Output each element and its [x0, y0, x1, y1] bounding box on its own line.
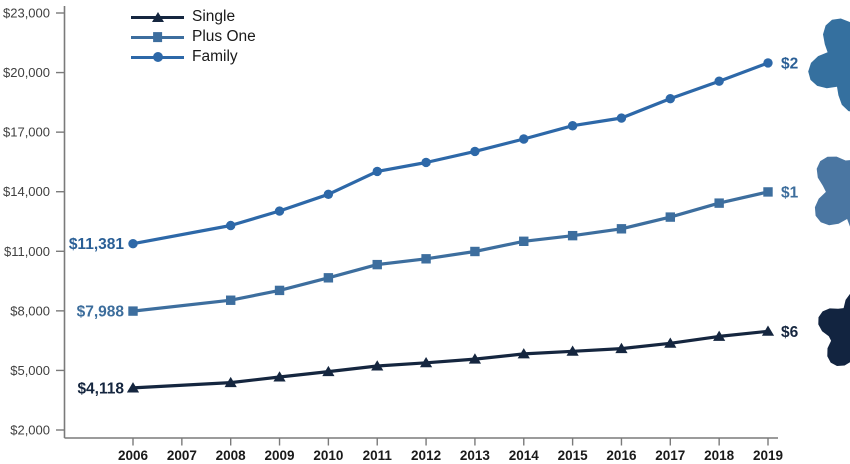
data-point-single: [566, 345, 579, 356]
single-endpoint-burst: [818, 293, 850, 366]
data-point-family: [323, 189, 334, 199]
data-point-family: [616, 113, 627, 123]
data-point-single: [273, 371, 286, 382]
data-point-plus-one: [372, 259, 382, 270]
circle-marker-icon: [152, 52, 163, 62]
x-tick-label: 2019: [753, 448, 783, 463]
plus-one-endpoint-burst: [814, 156, 850, 227]
data-point-plus-one: [567, 230, 578, 241]
x-tick-label: 2018: [704, 448, 735, 463]
x-tick-label: 2014: [509, 448, 540, 463]
data-point-plus-one: [616, 224, 627, 234]
data-point-single: [224, 376, 237, 388]
data-point-single: [371, 360, 384, 371]
data-point-plus-one: [323, 273, 334, 283]
data-point-family: [567, 121, 578, 131]
family-end-value-label: $2: [781, 55, 798, 72]
y-tick-label: $14,000: [3, 184, 50, 199]
triangle-marker-icon: [151, 12, 164, 22]
x-axis-ticks: 2006 2007 2008 2009 2010 2011 2012 2013 2014 2015…: [118, 438, 783, 463]
single-series-swatch: [131, 7, 184, 27]
y-tick-label: $2,000: [10, 423, 50, 438]
y-axis-ticks: $2,000 $5,000 $8,000 $11,000 $14,000 $17,000 $…: [3, 6, 65, 438]
data-point-family: [519, 134, 529, 144]
data-point-single: [713, 330, 726, 341]
x-tick-label: 2010: [313, 448, 343, 463]
series-single: [126, 325, 775, 393]
data-point-single: [517, 348, 530, 359]
data-point-family: [225, 220, 236, 231]
data-point-single: [615, 342, 628, 354]
y-tick-label: $11,000: [4, 244, 50, 259]
data-point-plus-one: [470, 246, 480, 257]
y-tick-label: $8,000: [10, 303, 50, 318]
x-tick-label: 2017: [655, 448, 685, 463]
y-tick-label: $20,000: [3, 65, 50, 80]
single-start-value-label: $4,118: [77, 380, 124, 397]
data-point-family: [421, 157, 431, 168]
data-point-single: [419, 357, 433, 368]
y-tick-label: $23,000: [3, 6, 50, 21]
x-tick-label: 2011: [363, 448, 393, 463]
data-point-family: [470, 146, 480, 157]
legend-label-plus-one: Plus One: [192, 28, 256, 45]
x-tick-label: 2015: [558, 448, 589, 463]
data-point-plus-one: [274, 285, 285, 296]
data-point-plus-one: [763, 187, 773, 197]
legend-item-family: Family: [131, 47, 256, 67]
legend-item-single: Single: [131, 7, 256, 27]
legend-item-plus-one: Plus One: [131, 27, 256, 47]
series-plus-one: [128, 187, 773, 316]
x-tick-label: 2006: [118, 448, 149, 463]
data-point-family: [665, 93, 676, 104]
data-point-family: [274, 206, 285, 216]
series-line-single: [131, 329, 770, 390]
series-line-plus-one: [131, 190, 770, 313]
data-point-single: [322, 365, 335, 377]
data-point-family: [763, 58, 773, 68]
data-point-plus-one: [665, 212, 676, 222]
data-point-single: [664, 337, 677, 348]
x-tick-label: 2013: [460, 448, 491, 463]
data-point-family: [714, 76, 724, 86]
data-point-plus-one: [128, 306, 138, 316]
y-tick-label: $5,000: [10, 363, 50, 378]
data-point-single: [126, 382, 140, 393]
series-family: [128, 58, 773, 249]
legend-label-family: Family: [192, 48, 238, 65]
data-point-plus-one: [225, 295, 236, 305]
single-end-value-label: $6: [781, 324, 799, 341]
family-start-value-label: $11,381: [69, 236, 125, 253]
data-point-single: [468, 353, 482, 364]
x-tick-label: 2007: [167, 448, 197, 463]
data-point-plus-one: [519, 236, 529, 246]
plus-one-start-value-label: $7,988: [77, 304, 125, 321]
square-marker-icon: [152, 32, 163, 42]
data-point-family: [372, 166, 382, 177]
x-tick-label: 2008: [216, 448, 247, 463]
legend-label-single: Single: [192, 8, 236, 25]
legend: Single Plus One Family: [131, 7, 256, 67]
plus-one-series-swatch: [131, 27, 184, 47]
data-point-single: [761, 325, 775, 336]
x-tick-label: 2016: [606, 448, 637, 463]
data-point-family: [128, 239, 138, 249]
data-point-plus-one: [421, 254, 431, 264]
x-tick-label: 2012: [411, 448, 441, 463]
data-point-plus-one: [714, 198, 724, 208]
y-tick-label: $17,000: [3, 125, 50, 140]
axes: [63, 6, 778, 439]
x-tick-label: 2009: [265, 448, 295, 463]
plus-one-end-value-label: $1: [781, 184, 799, 201]
family-endpoint-burst: [808, 18, 850, 112]
family-series-swatch: [131, 47, 184, 67]
